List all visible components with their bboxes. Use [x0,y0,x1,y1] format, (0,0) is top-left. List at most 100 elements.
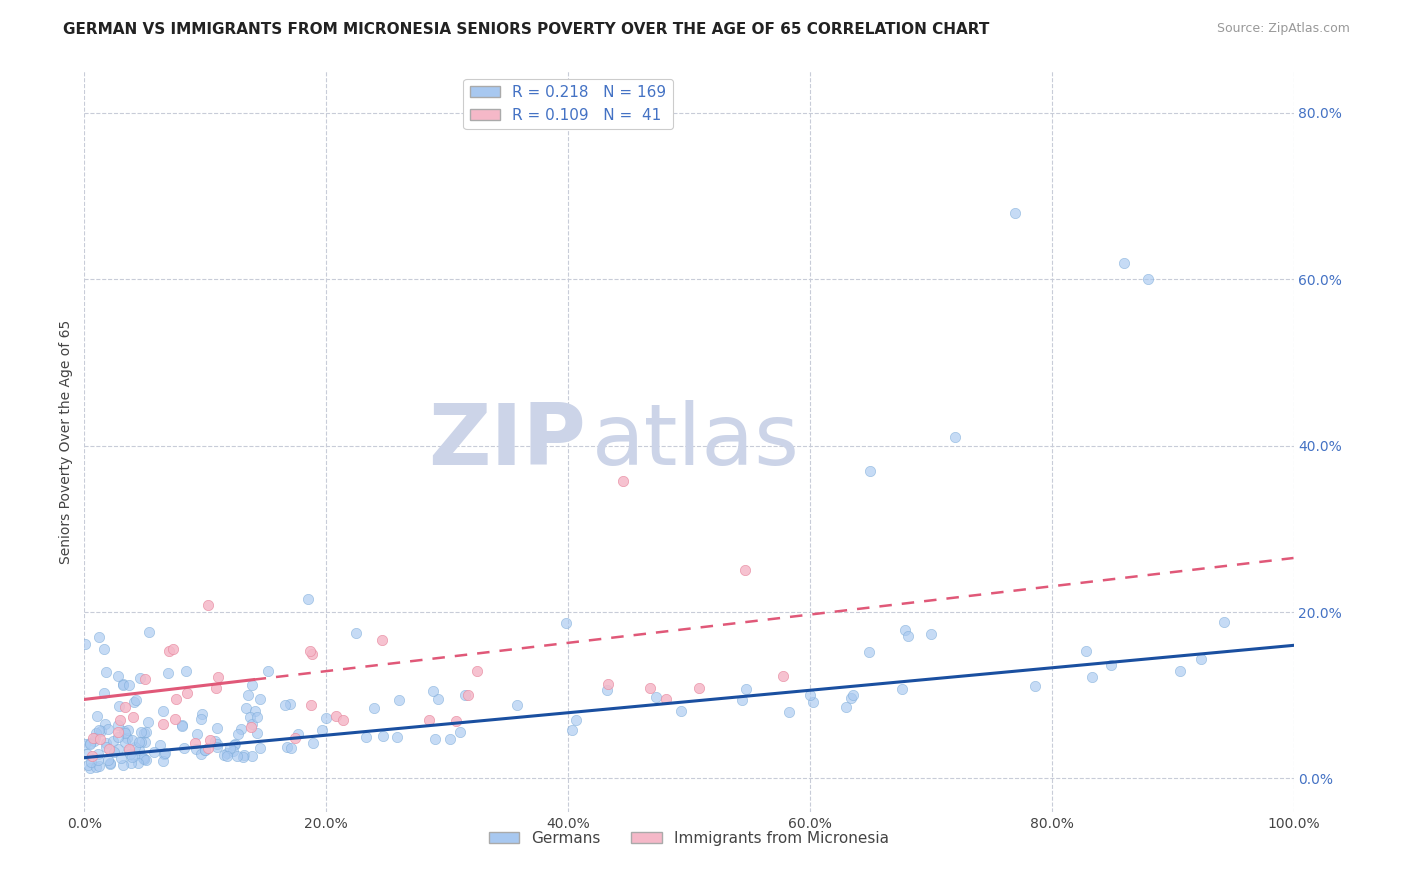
Point [87,723,110,737]
Point [439,732,461,747]
Point [215,746,238,760]
Point [219,741,242,756]
Point [1074,644,1097,658]
Point [174,665,197,679]
Point [236,688,259,702]
Point [506,698,529,712]
Point [129,671,152,685]
Point [596,682,619,697]
Point [153,747,176,761]
Text: atlas: atlas [592,400,800,483]
Point [125,693,148,707]
Point [240,720,263,734]
Point [278,697,301,711]
Point [354,730,377,744]
Point [1114,255,1136,269]
Point [449,725,471,739]
Point [198,733,221,747]
Point [152,754,174,768]
Point [108,699,131,714]
Point [129,734,152,748]
Point [231,723,253,737]
Point [132,726,155,740]
Point [240,748,263,763]
Point [276,739,298,754]
Point [444,714,467,728]
Point [596,676,619,690]
Point [297,591,319,606]
Text: Source: ZipAtlas.com: Source: ZipAtlas.com [1216,22,1350,36]
Point [87,747,110,761]
Point [204,734,226,748]
Point [186,742,208,756]
Point [1213,615,1236,630]
Point [688,681,710,696]
Point [108,713,131,727]
Point [83,731,105,745]
Point [735,682,758,697]
Point [103,734,125,748]
Point [246,726,269,740]
Point [1099,657,1122,672]
Point [205,681,228,695]
Point [117,723,139,737]
Point [172,717,194,731]
Point [222,738,245,752]
Point [98,756,121,771]
Point [135,725,157,739]
Point [235,700,257,714]
Point [232,749,254,764]
Point [118,678,141,692]
Point [128,742,150,756]
Point [80,749,103,764]
Point [1004,206,1026,220]
Point [112,757,135,772]
Point [77,758,100,772]
Point [86,708,108,723]
Point [240,717,263,731]
Point [371,633,394,648]
Point [301,647,323,661]
Point [107,730,129,744]
Point [165,712,187,726]
Point [76,747,98,761]
Point [453,688,475,702]
Point [135,753,157,767]
Point [315,710,337,724]
Point [190,712,212,726]
Point [344,625,367,640]
Point [302,736,325,750]
Point [89,759,111,773]
Point [157,644,180,658]
Point [103,745,125,759]
Point [162,641,184,656]
Point [197,740,219,755]
Y-axis label: Seniors Poverty Over the Age of 65: Seniors Poverty Over the Age of 65 [59,319,73,564]
Point [79,761,101,775]
Point [565,713,588,727]
Point [112,723,135,738]
Point [284,731,307,746]
Point [640,681,662,695]
Point [943,430,966,444]
Point [561,723,583,737]
Point [120,756,142,771]
Point [799,688,821,702]
Point [87,630,110,644]
Point [311,723,333,738]
Point [233,748,256,763]
Text: ZIP: ZIP [429,400,586,483]
Point [841,688,863,702]
Point [111,678,134,692]
Point [1137,272,1160,286]
Point [299,644,322,658]
Point [654,691,676,706]
Point [858,644,880,658]
Point [107,742,129,756]
Point [143,745,166,759]
Point [772,669,794,683]
Point [422,684,444,698]
Point [249,740,271,755]
Point [128,735,150,749]
Point [83,734,105,748]
